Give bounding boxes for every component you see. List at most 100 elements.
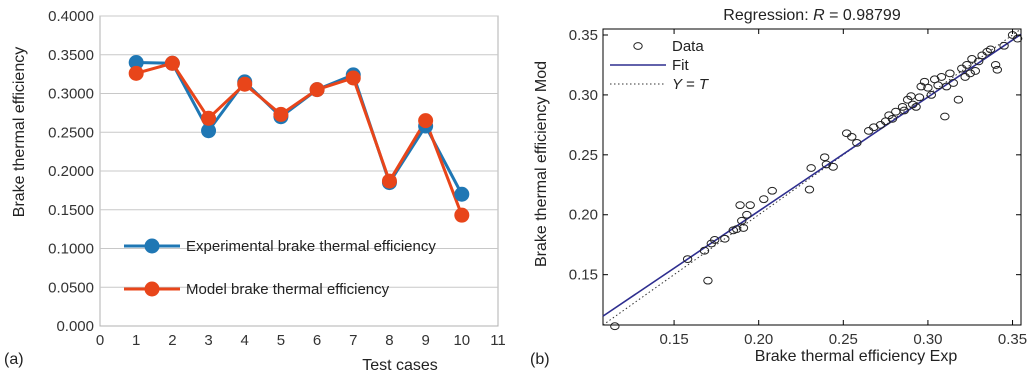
panel-b-data-point <box>759 195 769 204</box>
panel-b-data-point <box>731 225 742 234</box>
panel-a-y-tick-label: 0.4000 <box>48 8 94 25</box>
panel-b-legend-data-marker <box>633 42 643 50</box>
panel-b-data-point <box>699 246 710 255</box>
panel-b-data-point <box>682 255 693 263</box>
panel-b-data-point <box>992 65 1003 74</box>
panel-b-data-point <box>847 132 857 141</box>
panel-a-x-tick-label: 6 <box>313 332 321 349</box>
panel-b-data-point <box>806 164 816 172</box>
panel-b-data-point <box>911 102 921 111</box>
panel-b-data-point <box>940 112 950 121</box>
panel-a-series-2-point <box>164 55 180 71</box>
panel-a-series-line-2 <box>135 61 464 216</box>
panel-a-xlabel: Test cases <box>362 357 438 373</box>
panel-a-label: (a) <box>4 351 24 368</box>
panel-a-grid <box>100 15 498 288</box>
panel-a-x-tick-label: 3 <box>204 332 212 349</box>
panel-a-legend-marker-2 <box>144 281 160 297</box>
panel-a-x-tick-label: 10 <box>453 332 470 349</box>
panel-a-x-tick-label: 8 <box>385 332 393 349</box>
panel-b-lines <box>602 28 1022 326</box>
panel-b-data-point <box>970 67 981 75</box>
panel-b-data-point <box>965 69 975 78</box>
panel-b-x-tick-label: 0.15 <box>659 331 688 348</box>
panel-b-data-point <box>737 216 747 225</box>
panel-b-data-point <box>738 224 749 232</box>
panel-a-y-tick-label: 0.0500 <box>48 279 94 296</box>
panel-b-data-point <box>982 47 992 56</box>
panel-b-data-point <box>945 69 955 78</box>
panel-b-data-point <box>852 138 862 147</box>
panel-b-legend: Data Fit Y = T <box>610 38 710 93</box>
panel-b-title-suffix: = 0.98799 <box>825 7 901 24</box>
panel-a-x-tick-label: 5 <box>277 332 285 349</box>
panel-a-x-tick-label: 1 <box>132 332 140 349</box>
panel-b-data-point <box>897 102 908 111</box>
panel-b-data-point <box>899 106 909 115</box>
panel-a-series-2-point <box>345 70 361 86</box>
panel-b-title-prefix: Regression: <box>723 7 813 24</box>
panel-b-data-point <box>916 82 926 91</box>
panel-b-y-tick-label: 0.30 <box>569 87 598 104</box>
panel-b-data-point <box>742 210 752 219</box>
panel-b-data-point <box>610 322 620 331</box>
panel-b-data-point <box>720 234 730 243</box>
panel-b-data-point <box>990 61 1001 69</box>
panel-a-series <box>128 55 470 223</box>
panel-b-data-point <box>985 45 996 54</box>
panel-a-y-tick-label: 0.1000 <box>48 241 94 258</box>
panel-b-data-point <box>887 114 898 123</box>
panel-a-series-2-point <box>273 106 289 122</box>
panel-b-data-point <box>767 186 777 195</box>
panel-b-legend-data-label: Data <box>672 38 704 55</box>
panel-b-legend-fit-label: Fit <box>672 57 689 74</box>
panel-a-series-2-point <box>454 207 470 223</box>
panel-a-ylabel: Brake thermal efficiency <box>11 47 28 217</box>
panel-b-x-tick-label: 0.20 <box>744 331 773 348</box>
panel-b-data-point <box>828 162 838 171</box>
panel-a-x-tick-label: 2 <box>168 332 176 349</box>
panel-a-y-tick-label: 0.3500 <box>48 47 94 64</box>
panel-b-data-point <box>936 73 947 81</box>
panel-a-series-2-point <box>309 82 325 98</box>
panel-a-series-1-point <box>201 123 217 139</box>
panel-b-y-ticks: 0.15 0.20 0.25 0.30 0.35 <box>569 27 1021 284</box>
panel-a-legend-label-2: Model brake thermal efficiency <box>186 281 390 298</box>
panel-a-y-tick-label: 0.000 <box>56 318 94 335</box>
panel-a-series-2-point <box>128 65 144 81</box>
panel-b-y-tick-label: 0.15 <box>569 267 598 284</box>
panel-b-data-point <box>962 61 972 69</box>
panel-b-label: (b) <box>530 351 550 368</box>
panel-a-y-tick-label: 0.2500 <box>48 124 94 141</box>
panel-a-legend: Experimental brake thermal efficiency Mod… <box>124 238 436 298</box>
panel-a-series-2-point <box>201 110 217 126</box>
panel-a-y-tick-label: 0.1500 <box>48 202 94 219</box>
panel-b-x-tick-label: 0.30 <box>913 331 942 348</box>
panel-b-identity-line <box>602 28 1022 326</box>
panel-b-title: Regression: R = 0.98799 <box>723 7 901 24</box>
panel-b-ylabel: Brake thermal efficiency Mod <box>533 61 550 267</box>
panel-a-x-tick-label: 7 <box>349 332 357 349</box>
panel-b-y-tick-label: 0.20 <box>569 207 598 224</box>
panel-b-title-var: R <box>813 7 825 24</box>
panel-b-data-point <box>703 276 713 285</box>
panel-b-legend-identity-label: Y = T <box>672 76 710 93</box>
panel-b-data-point <box>948 79 959 87</box>
panel-b-data-point <box>819 153 830 162</box>
panel-a-x-tick-label: 0 <box>96 332 104 349</box>
panel-a-y-tick-label: 0.2000 <box>48 163 94 180</box>
panel-b-xlabel: Brake thermal efficiency Exp <box>755 348 958 365</box>
panel-a-y-tick-label: 0.3000 <box>48 86 94 103</box>
panel-b-x-tick-label: 0.35 <box>998 331 1027 348</box>
panel-b-data-point <box>999 41 1009 50</box>
panel-a: 0.000 0.0500 0.1000 0.1500 0.2000 0.2500 0.300… <box>4 8 506 373</box>
panel-a-series-1-point <box>454 186 470 202</box>
panel-b-y-tick-label: 0.35 <box>569 27 598 44</box>
panel-b-data-point <box>923 83 933 92</box>
panel-a-x-ticks: 0 1 2 3 4 5 6 7 8 9 10 11 <box>96 332 506 349</box>
panel-b-data-point <box>745 201 755 210</box>
panel-b-data-point <box>709 236 720 244</box>
panel-a-y-ticks: 0.000 0.0500 0.1000 0.1500 0.2000 0.2500 0.300… <box>48 8 94 335</box>
panel-b-fit-line <box>602 33 1022 317</box>
